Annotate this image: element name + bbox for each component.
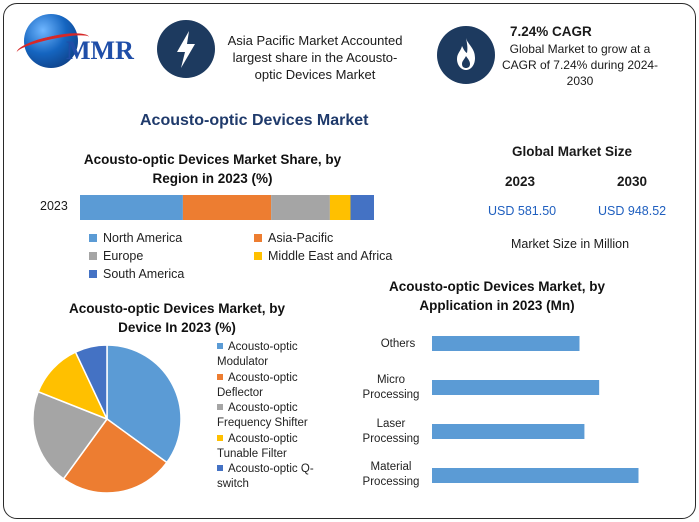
- legend-swatch: [217, 343, 223, 349]
- market-value-2030: USD 948.52: [598, 204, 667, 218]
- pie-legend-tunable-filter: Acousto-optic Tunable Filter: [217, 432, 327, 462]
- app-label-laser-processing: Laser Processing: [362, 418, 420, 445]
- legend-swatch: [89, 270, 97, 278]
- pie-slice-1: [62, 417, 168, 494]
- app-label-others: Others: [380, 338, 416, 350]
- legend-asia-pacific: Asia-Pacific: [254, 231, 333, 245]
- region-bar-segment-3: [329, 195, 351, 220]
- legend-swatch: [217, 404, 223, 410]
- region-bar-segment-1: [182, 195, 272, 220]
- legend-label: Acousto-optic Q-switch: [217, 463, 314, 490]
- pie-legend-modulator: Acousto-optic Modulator: [217, 340, 327, 370]
- legend-label: Acousto-optic Deflector: [217, 372, 298, 399]
- legend-label: South America: [103, 267, 185, 281]
- legend-swatch: [89, 252, 97, 260]
- application-chart-title: Acousto-optic Devices Market, by Applica…: [388, 279, 606, 313]
- region-stacked-bar-chart: [80, 195, 374, 220]
- legend-swatch: [217, 435, 223, 441]
- legend-swatch: [89, 234, 97, 242]
- legend-north-america: North America: [89, 231, 182, 245]
- flame-icon: [437, 26, 495, 84]
- app-bar-0: [432, 336, 580, 351]
- market-size-title: Global Market Size: [512, 144, 633, 159]
- legend-middle-east-africa: Middle East and Africa: [254, 249, 392, 263]
- lightning-icon: [157, 20, 215, 78]
- device-chart-title: Acousto-optic Devices Market, by Device …: [68, 301, 286, 335]
- legend-swatch: [217, 465, 223, 471]
- asia-pacific-text: Asia Pacific Market Accounted largest sh…: [227, 33, 403, 82]
- app-bar-3: [432, 468, 639, 483]
- market-value-2023: USD 581.50: [488, 204, 557, 218]
- legend-label: Asia-Pacific: [268, 231, 334, 245]
- market-year-2023: 2023: [505, 174, 536, 189]
- main-title: Acousto-optic Devices Market: [140, 112, 369, 129]
- legend-swatch: [254, 252, 262, 260]
- legend-label: Europe: [103, 249, 144, 263]
- region-bar-segment-4: [350, 195, 374, 220]
- market-year-2030: 2030: [617, 174, 648, 189]
- pie-slice-0: [106, 344, 182, 464]
- pie-legend-frequency-shifter: Acousto-optic Frequency Shifter: [217, 401, 329, 431]
- app-label-material-processing: Material Processing: [362, 461, 420, 488]
- legend-europe: Europe: [89, 249, 143, 263]
- market-size-caption: Market Size in Million: [511, 237, 630, 251]
- app-bar-1: [432, 380, 600, 395]
- pie-legend-q-switch: Acousto-optic Q-switch: [217, 462, 327, 492]
- logo-text: MMR: [66, 36, 134, 65]
- application-bar-chart: [432, 336, 639, 483]
- legend-label: North America: [103, 231, 183, 245]
- app-bar-2: [432, 424, 585, 439]
- pie-slice-4: [74, 344, 108, 420]
- region-chart-title: Acousto-optic Devices Market Share, by R…: [83, 152, 342, 186]
- legend-swatch: [217, 374, 223, 380]
- pie-slice-2: [32, 390, 109, 480]
- cagr-title: 7.24% CAGR: [510, 24, 592, 39]
- device-pie-chart: [32, 344, 182, 494]
- pie-legend-deflector: Acousto-optic Deflector: [217, 371, 327, 401]
- cagr-text: Global Market to grow at a CAGR of 7.24%…: [501, 42, 659, 88]
- legend-label: Acousto-optic Frequency Shifter: [217, 402, 308, 429]
- legend-swatch: [254, 234, 262, 242]
- globe-logo-icon: [14, 14, 92, 68]
- legend-label: Middle East and Africa: [268, 249, 393, 263]
- app-label-micro-processing: Micro Processing: [362, 374, 420, 401]
- legend-label: Acousto-optic Modulator: [217, 341, 298, 368]
- legend-south-america: South America: [89, 267, 184, 281]
- legend-label: Acousto-optic Tunable Filter: [217, 433, 298, 460]
- region-bar-category-label: 2023: [40, 199, 68, 213]
- region-bar-segment-2: [271, 195, 330, 220]
- region-bar-segment-0: [80, 195, 183, 220]
